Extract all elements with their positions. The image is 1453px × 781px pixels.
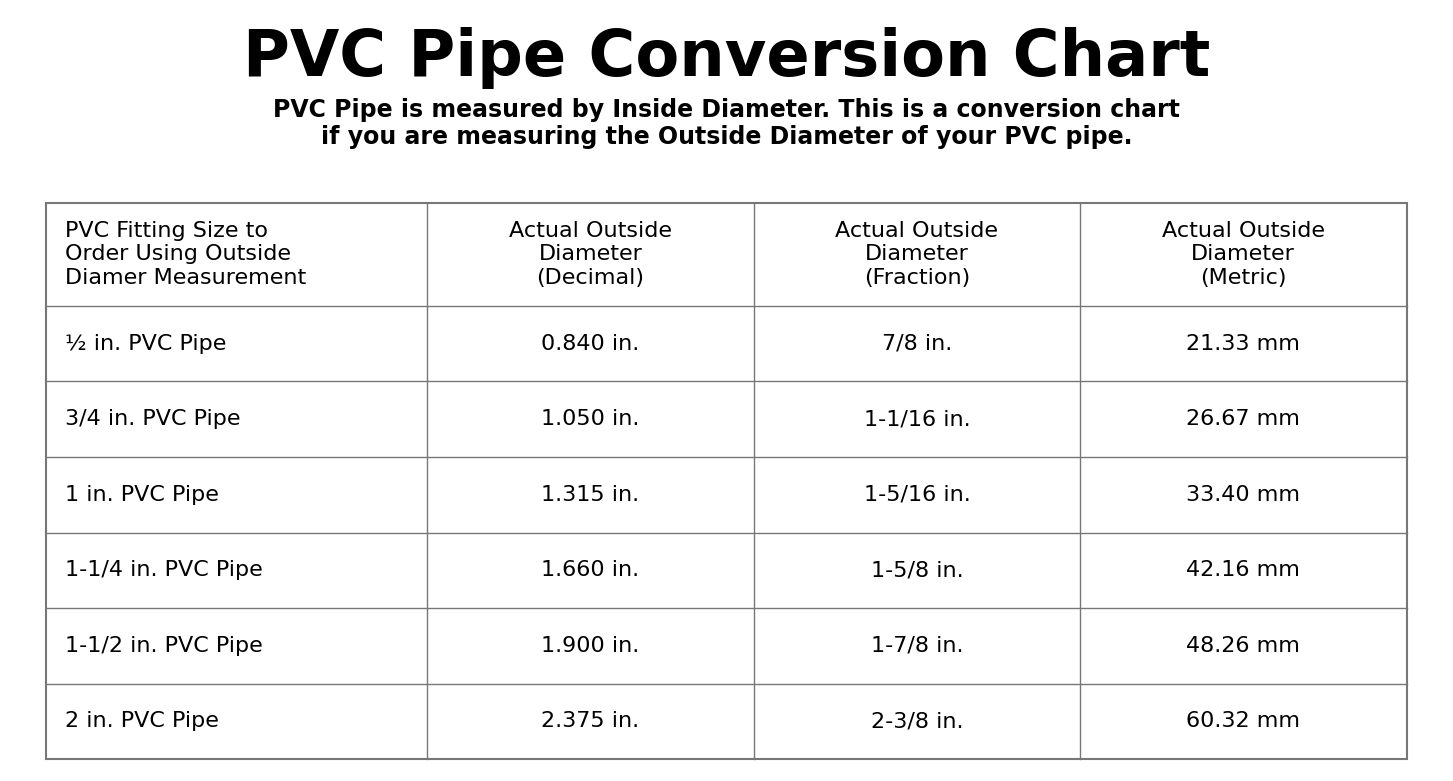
Text: Actual Outside
Diameter
(Fraction): Actual Outside Diameter (Fraction) [835, 221, 998, 287]
Text: 60.32 mm: 60.32 mm [1186, 711, 1300, 731]
Text: 33.40 mm: 33.40 mm [1186, 485, 1300, 505]
Text: 26.67 mm: 26.67 mm [1186, 409, 1300, 430]
Text: 42.16 mm: 42.16 mm [1186, 560, 1300, 580]
Text: 1.050 in.: 1.050 in. [542, 409, 639, 430]
Text: PVC Pipe Conversion Chart: PVC Pipe Conversion Chart [243, 27, 1210, 89]
Text: 2.375 in.: 2.375 in. [542, 711, 639, 731]
Text: 1.315 in.: 1.315 in. [542, 485, 639, 505]
Text: 1 in. PVC Pipe: 1 in. PVC Pipe [65, 485, 219, 505]
Text: 1.900 in.: 1.900 in. [542, 636, 639, 656]
Text: 1-5/16 in.: 1-5/16 in. [863, 485, 971, 505]
Text: 2 in. PVC Pipe: 2 in. PVC Pipe [65, 711, 219, 731]
Text: 2-3/8 in.: 2-3/8 in. [870, 711, 963, 731]
Text: 7/8 in.: 7/8 in. [882, 333, 952, 354]
Text: 3/4 in. PVC Pipe: 3/4 in. PVC Pipe [65, 409, 241, 430]
Text: Actual Outside
Diameter
(Metric): Actual Outside Diameter (Metric) [1162, 221, 1325, 287]
Text: 1-1/16 in.: 1-1/16 in. [863, 409, 971, 430]
Text: 1-5/8 in.: 1-5/8 in. [870, 560, 963, 580]
Text: PVC Fitting Size to
Order Using Outside
Diamer Measurement: PVC Fitting Size to Order Using Outside … [65, 221, 307, 287]
Text: 1-1/2 in. PVC Pipe: 1-1/2 in. PVC Pipe [65, 636, 263, 656]
Text: ½ in. PVC Pipe: ½ in. PVC Pipe [65, 333, 227, 354]
Text: 48.26 mm: 48.26 mm [1186, 636, 1300, 656]
Text: 1-1/4 in. PVC Pipe: 1-1/4 in. PVC Pipe [65, 560, 263, 580]
Text: PVC Pipe is measured by Inside Diameter. This is a conversion chart
if you are m: PVC Pipe is measured by Inside Diameter.… [273, 98, 1180, 149]
Text: Actual Outside
Diameter
(Decimal): Actual Outside Diameter (Decimal) [509, 221, 671, 287]
Text: 1-7/8 in.: 1-7/8 in. [870, 636, 963, 656]
Text: 0.840 in.: 0.840 in. [542, 333, 639, 354]
Text: 21.33 mm: 21.33 mm [1186, 333, 1300, 354]
Text: 1.660 in.: 1.660 in. [542, 560, 639, 580]
